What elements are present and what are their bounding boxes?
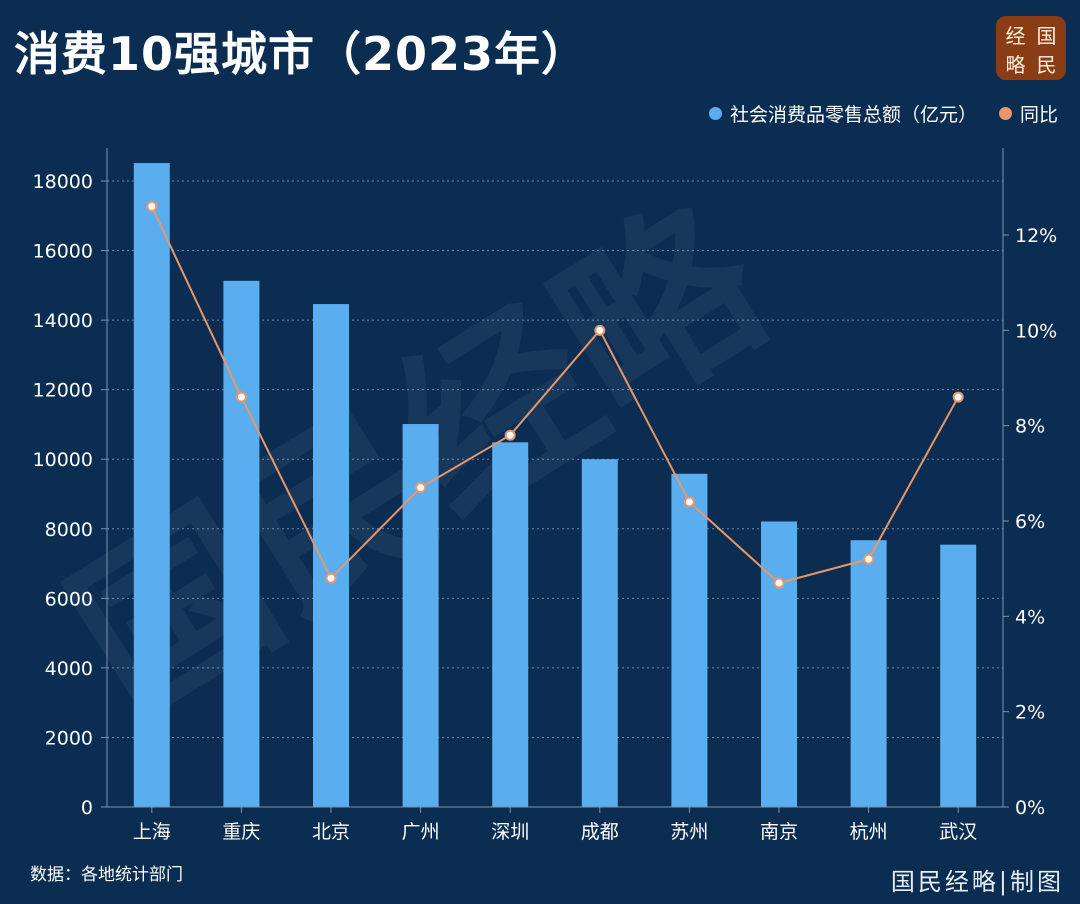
x-tick-label: 成都 xyxy=(581,821,619,843)
y-left-tick-label: 8000 xyxy=(45,519,93,541)
y-right-tick-label: 10% xyxy=(1015,320,1057,342)
yoy-point-杭州 xyxy=(863,553,875,565)
bar-深圳 xyxy=(492,442,529,807)
yoy-point-广州 xyxy=(415,482,427,494)
x-tick-label: 重庆 xyxy=(222,821,260,843)
axis-labels: 0 2000 4000 6000 8000 10000 12000 14000 16000 180… xyxy=(33,171,1058,843)
yoy-point-南京 xyxy=(773,577,785,589)
x-tick-label: 广州 xyxy=(402,821,440,843)
legend-dot-retail xyxy=(708,107,722,120)
yoy-point-上海 xyxy=(146,200,158,212)
y-right-tick-label: 2% xyxy=(1015,702,1045,724)
bar-北京 xyxy=(313,304,349,807)
logo-char: 民 xyxy=(1036,53,1057,77)
bar-南京 xyxy=(761,521,797,807)
logo-char: 国 xyxy=(1036,24,1057,48)
x-tick-label: 上海 xyxy=(133,821,171,843)
yoy-point-北京 xyxy=(325,572,337,584)
page-title: 消费10强城市（2023年） xyxy=(14,27,589,81)
bar-杭州 xyxy=(850,540,887,807)
y-left-tick-label: 2000 xyxy=(45,727,93,749)
x-tick-label: 武汉 xyxy=(939,821,977,843)
y-left-tick-label: 6000 xyxy=(45,588,93,610)
y-left-tick-label: 12000 xyxy=(33,380,93,402)
y-right-tick-label: 4% xyxy=(1015,606,1045,628)
legend-label-retail: 社会消费品零售总额（亿元） xyxy=(729,104,977,126)
legend-label-yoy: 同比 xyxy=(1019,104,1058,126)
logo-badge: 经 国 略 民 xyxy=(996,16,1066,80)
x-tick-label: 苏州 xyxy=(670,821,708,843)
bar-苏州 xyxy=(671,473,708,807)
y-left-tick-label: 10000 xyxy=(33,449,93,471)
y-right-tick-label: 0% xyxy=(1015,797,1045,819)
yoy-point-深圳 xyxy=(504,429,516,441)
logo-char: 略 xyxy=(1005,53,1026,77)
yoy-point-武汉 xyxy=(952,391,964,403)
legend-item-retail[interactable]: 社会消费品零售总额（亿元） xyxy=(708,100,977,127)
x-tick-label: 杭州 xyxy=(850,821,888,843)
y-right-tick-label: 6% xyxy=(1015,511,1045,533)
yoy-point-成都 xyxy=(594,324,606,336)
yoy-line xyxy=(146,200,964,589)
legend-item-yoy[interactable]: 同比 xyxy=(998,100,1058,127)
x-tick-label: 南京 xyxy=(760,821,798,843)
y-left-tick-label: 16000 xyxy=(33,241,93,263)
bar-广州 xyxy=(402,424,439,807)
y-right-tick-label: 12% xyxy=(1015,225,1057,247)
bar-武汉 xyxy=(940,544,977,807)
chart-legend: 社会消费品零售总额（亿元） 同比 xyxy=(708,100,1058,127)
logo-char: 经 xyxy=(1005,24,1026,48)
x-tick-label: 北京 xyxy=(312,821,350,843)
axes xyxy=(101,148,1009,813)
yoy-polyline xyxy=(150,205,960,585)
y-right-tick-label: 8% xyxy=(1015,416,1045,438)
bar-成都 xyxy=(581,459,618,807)
y-left-tick-label: 4000 xyxy=(45,658,93,680)
x-tick-label: 深圳 xyxy=(491,821,529,843)
y-left-tick-label: 14000 xyxy=(33,310,93,332)
yoy-point-苏州 xyxy=(683,496,695,508)
source-note: 数据：各地统计部门 xyxy=(30,865,183,885)
y-left-tick-label: 18000 xyxy=(33,171,93,193)
yoy-point-重庆 xyxy=(235,391,247,403)
bar-上海 xyxy=(133,163,170,807)
legend-dot-yoy xyxy=(998,107,1012,120)
y-left-tick-label: 0 xyxy=(81,797,93,819)
credit-text: 国民经略|制图 xyxy=(890,868,1064,896)
bar-重庆 xyxy=(223,280,260,807)
